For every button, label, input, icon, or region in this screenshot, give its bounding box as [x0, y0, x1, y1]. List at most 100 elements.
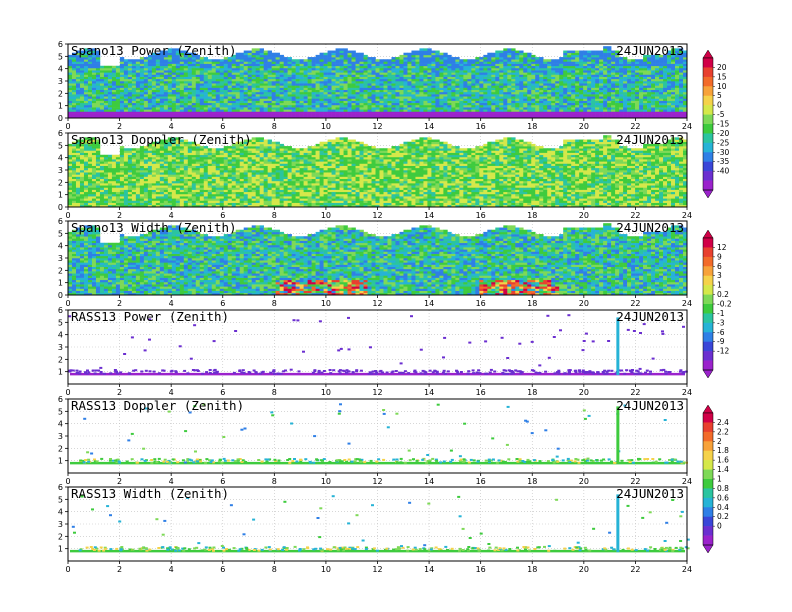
heatmap-cell — [655, 107, 660, 110]
heatmap-cell — [191, 113, 197, 117]
heatmap-cell — [367, 87, 372, 91]
heatmap-cell — [631, 72, 636, 75]
heatmap-cell — [95, 150, 101, 153]
heatmap-cell — [323, 54, 328, 58]
heatmap-cell — [411, 61, 416, 64]
heatmap-cell — [159, 109, 165, 112]
heatmap-cell — [155, 111, 161, 114]
heatmap-cell — [631, 111, 636, 114]
heatmap-cell — [231, 72, 237, 75]
heatmap-cell — [567, 91, 572, 95]
heatmap-cell — [279, 115, 284, 119]
heatmap-cell — [615, 113, 620, 117]
x-tick-label: 16 — [476, 122, 486, 131]
heatmap-cell — [155, 61, 161, 64]
heatmap-cell — [251, 70, 256, 73]
heatmap-cell — [79, 76, 85, 80]
heatmap-cell — [331, 89, 336, 93]
heatmap-cell — [507, 57, 512, 60]
heatmap-cell — [375, 113, 380, 117]
heatmap-cell — [523, 52, 528, 56]
heatmap-cell — [215, 70, 221, 73]
heatmap-cell — [275, 76, 280, 80]
heatmap-cell — [99, 176, 105, 180]
heatmap-cell — [643, 89, 648, 93]
heatmap-cell — [595, 65, 600, 69]
heatmap-cell — [567, 115, 572, 119]
heatmap-cell — [331, 85, 336, 88]
heatmap-cell — [179, 67, 185, 71]
heatmap-cell — [195, 63, 201, 67]
heatmap-cell — [559, 85, 564, 88]
heatmap-cell — [307, 98, 312, 101]
x-tick-label: 24 — [682, 122, 692, 131]
heatmap-cell — [267, 50, 272, 54]
heatmap-cell — [563, 67, 568, 71]
heatmap-cell — [543, 72, 548, 75]
heatmap-cell — [463, 74, 468, 77]
heatmap-cell — [183, 113, 189, 117]
heatmap-cell — [71, 159, 77, 162]
heatmap-cell — [167, 57, 173, 60]
heatmap-cell — [107, 154, 113, 158]
heatmap-cell — [327, 74, 332, 77]
heatmap-cell — [255, 65, 260, 69]
heatmap-cell — [595, 81, 600, 84]
heatmap-cell — [83, 185, 89, 188]
heatmap-cell — [299, 61, 304, 64]
heatmap-cell — [463, 102, 468, 106]
heatmap-cell — [523, 111, 528, 114]
heatmap-cell — [395, 104, 400, 108]
heatmap-cell — [471, 104, 476, 108]
heatmap-cell — [75, 174, 81, 177]
heatmap-cell — [479, 85, 484, 88]
heatmap-cell — [243, 76, 249, 80]
heatmap-cell — [671, 109, 676, 112]
heatmap-cell — [495, 59, 500, 62]
panel-date: 24JUN2013 — [616, 43, 684, 58]
heatmap-cell — [403, 59, 408, 62]
heatmap-cell — [511, 50, 516, 54]
heatmap-cell — [551, 96, 556, 99]
heatmap-cell — [643, 115, 648, 119]
heatmap-cell — [647, 67, 652, 71]
heatmap-cell — [231, 74, 237, 77]
heatmap-cell — [631, 59, 636, 62]
heatmap-cell — [587, 74, 592, 77]
heatmap-cell — [91, 115, 97, 119]
heatmap-cell — [395, 98, 400, 101]
heatmap-cell — [295, 113, 300, 117]
heatmap-cell — [147, 78, 153, 82]
heatmap-cell — [631, 89, 636, 93]
heatmap-cell — [119, 100, 125, 104]
heatmap-cell — [103, 111, 109, 114]
heatmap-cell — [68, 100, 73, 104]
heatmap-cell — [499, 111, 504, 114]
heatmap-cell — [311, 57, 316, 60]
heatmap-cell — [87, 89, 93, 93]
heatmap-cell — [247, 107, 252, 110]
heatmap-cell — [659, 57, 664, 60]
heatmap-cell — [163, 107, 169, 110]
heatmap-cell — [515, 107, 520, 110]
heatmap-cell — [411, 54, 416, 58]
heatmap-cell — [119, 109, 125, 112]
heatmap-cell — [467, 102, 472, 106]
heatmap-cell — [643, 70, 648, 73]
heatmap-cell — [223, 94, 229, 97]
heatmap-cell — [351, 70, 356, 73]
heatmap-cell — [615, 100, 620, 104]
heatmap-cell — [579, 57, 584, 60]
heatmap-cell — [219, 59, 225, 62]
heatmap-cell — [451, 115, 456, 119]
heatmap-cell — [239, 107, 245, 110]
heatmap-cell — [327, 98, 332, 101]
heatmap-cell — [87, 104, 93, 108]
heatmap-cell — [363, 83, 368, 86]
heatmap-cell — [251, 54, 256, 58]
heatmap-cell — [319, 98, 324, 101]
heatmap-cell — [563, 54, 568, 58]
heatmap-cell — [623, 85, 628, 88]
heatmap-cell — [607, 111, 612, 114]
heatmap-cell — [371, 102, 376, 106]
